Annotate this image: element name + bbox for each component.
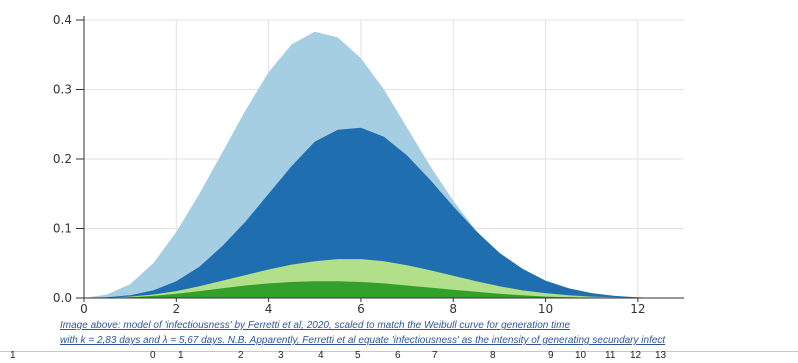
row-strip-number: 1 (178, 350, 184, 361)
infectiousness-area-chart: 0.0 0.1 0.2 0.3 0.4 0 2 4 6 8 10 12 (53, 13, 684, 316)
x-tick-label: 8 (449, 302, 457, 316)
y-tick-label: 0.3 (53, 83, 72, 97)
y-tick-label: 0.0 (53, 291, 72, 305)
area-series-2 (84, 127, 661, 298)
row-strip-number: 13 (655, 350, 667, 361)
row-strip-number: 4 (318, 350, 324, 361)
row-strip-number: 0 (150, 350, 156, 361)
caption-line-1: Image above: model of 'infectiousness' b… (60, 320, 571, 331)
row-strip-number: 9 (548, 350, 554, 361)
row-strip-number: 7 (432, 350, 438, 361)
x-tick-label: 0 (80, 302, 88, 316)
row-strip-number: 10 (575, 350, 587, 361)
y-tick-label: 0.4 (53, 13, 72, 27)
x-tick-label: 10 (538, 302, 553, 316)
y-tick-label: 0.1 (53, 222, 72, 236)
y-tick-labels: 0.0 0.1 0.2 0.3 0.4 (53, 13, 72, 305)
x-tick-label: 12 (630, 302, 645, 316)
x-tick-label: 6 (357, 302, 365, 316)
area-series-4 (84, 281, 661, 298)
row-strip-number: 11 (605, 350, 616, 361)
row-strip-number: 8 (490, 350, 496, 361)
y-tick-label: 0.2 (53, 152, 72, 166)
x-tick-label: 4 (265, 302, 273, 316)
spreadsheet-row-strip: 1 0 1 2 3 4 5 6 7 8 9 10 11 12 13 (0, 350, 798, 363)
row-strip-number: 12 (630, 350, 642, 361)
x-tick-labels: 0 2 4 6 8 10 12 (80, 302, 645, 316)
caption-line-2: with k = 2,83 days and λ = 5,67 days. N.… (60, 335, 666, 346)
axes (76, 16, 684, 302)
row-strip-number: 1 (10, 350, 16, 361)
row-strip-number: 2 (238, 350, 244, 361)
row-strip-number: 5 (355, 350, 361, 361)
x-tick-label: 2 (172, 302, 180, 316)
row-strip-number: 6 (395, 350, 401, 361)
area-series (84, 31, 661, 299)
row-strip-number: 3 (278, 350, 284, 361)
